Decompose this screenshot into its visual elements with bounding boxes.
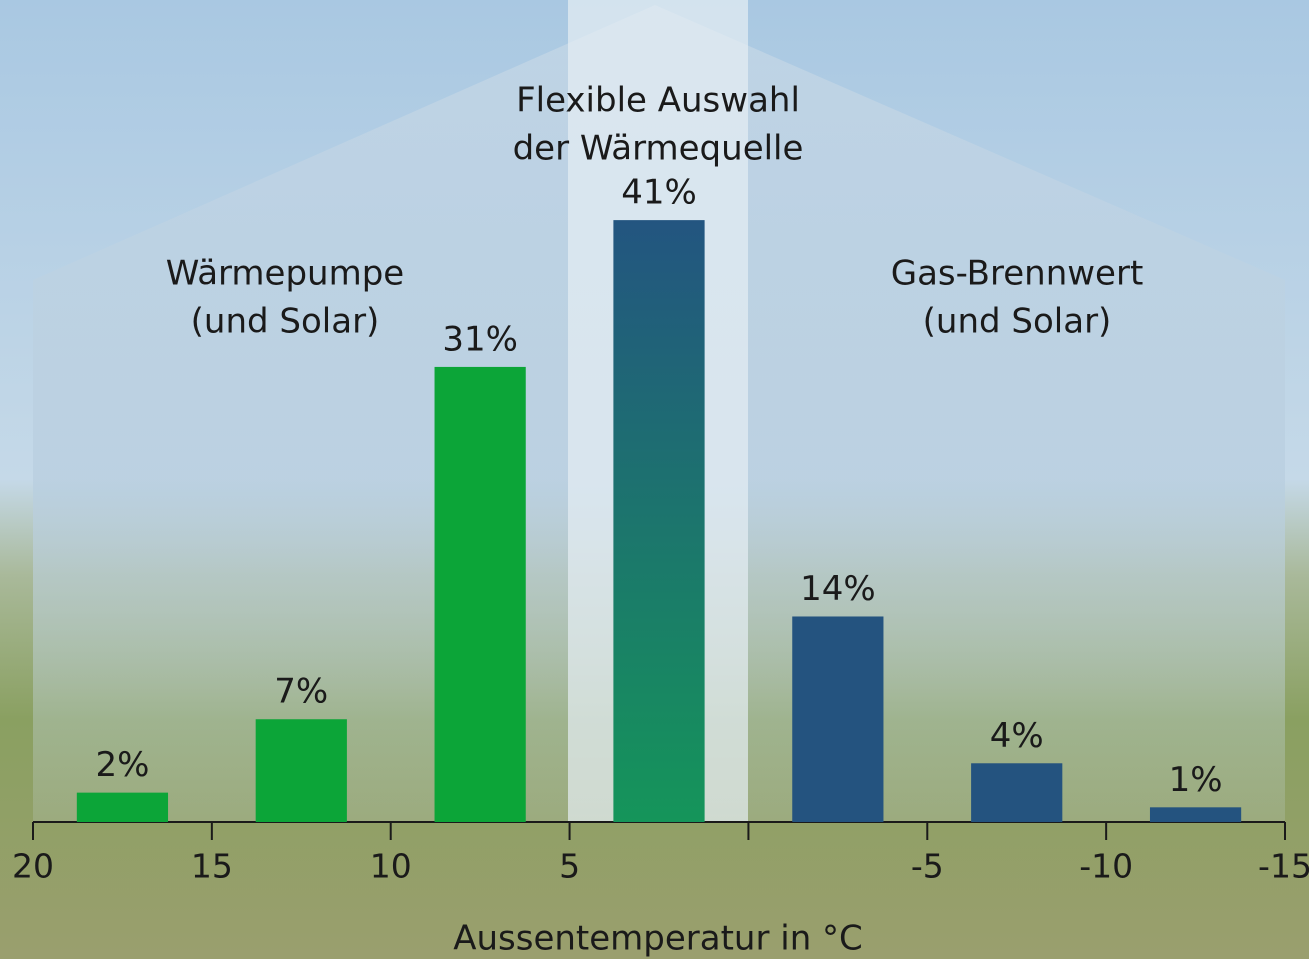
annotation: Gas-Brennwert (891, 254, 1144, 294)
value-label: 7% (274, 672, 328, 712)
bar (792, 616, 883, 822)
page: Aussentemperatur in °C 20 15 10 5 -5 -10 -15 2%… (0, 0, 1309, 959)
value-label: 1% (1169, 760, 1223, 800)
annotation: (und Solar) (191, 302, 380, 342)
bar (256, 719, 347, 822)
value-label: 2% (95, 745, 149, 785)
value-label: 31% (442, 319, 518, 359)
annotation: Flexible Auswahl (516, 81, 800, 121)
bar (1150, 807, 1241, 822)
x-tick-label: -5 (911, 847, 944, 886)
x-tick-label: -10 (1079, 847, 1133, 886)
bar (77, 793, 168, 822)
x-tick-label: 20 (12, 847, 54, 886)
bar (435, 367, 526, 822)
annotation: der Wärmequelle (513, 129, 804, 169)
chart: Aussentemperatur in °C 20 15 10 5 -5 -10 -15 2%… (0, 0, 1309, 959)
x-tick-label: -15 (1258, 847, 1309, 886)
annotation: (und Solar) (923, 302, 1112, 342)
value-label: 4% (990, 716, 1044, 756)
x-tick-label: 10 (370, 847, 412, 886)
value-label: 41% (621, 173, 697, 213)
bar (613, 220, 704, 822)
value-label: 14% (800, 569, 876, 609)
x-axis-label: Aussentemperatur in °C (453, 919, 863, 959)
x-tick-label: 5 (559, 847, 580, 886)
annotation: Wärmepumpe (166, 254, 404, 294)
bar (971, 763, 1062, 822)
x-tick-label: 15 (191, 847, 233, 886)
